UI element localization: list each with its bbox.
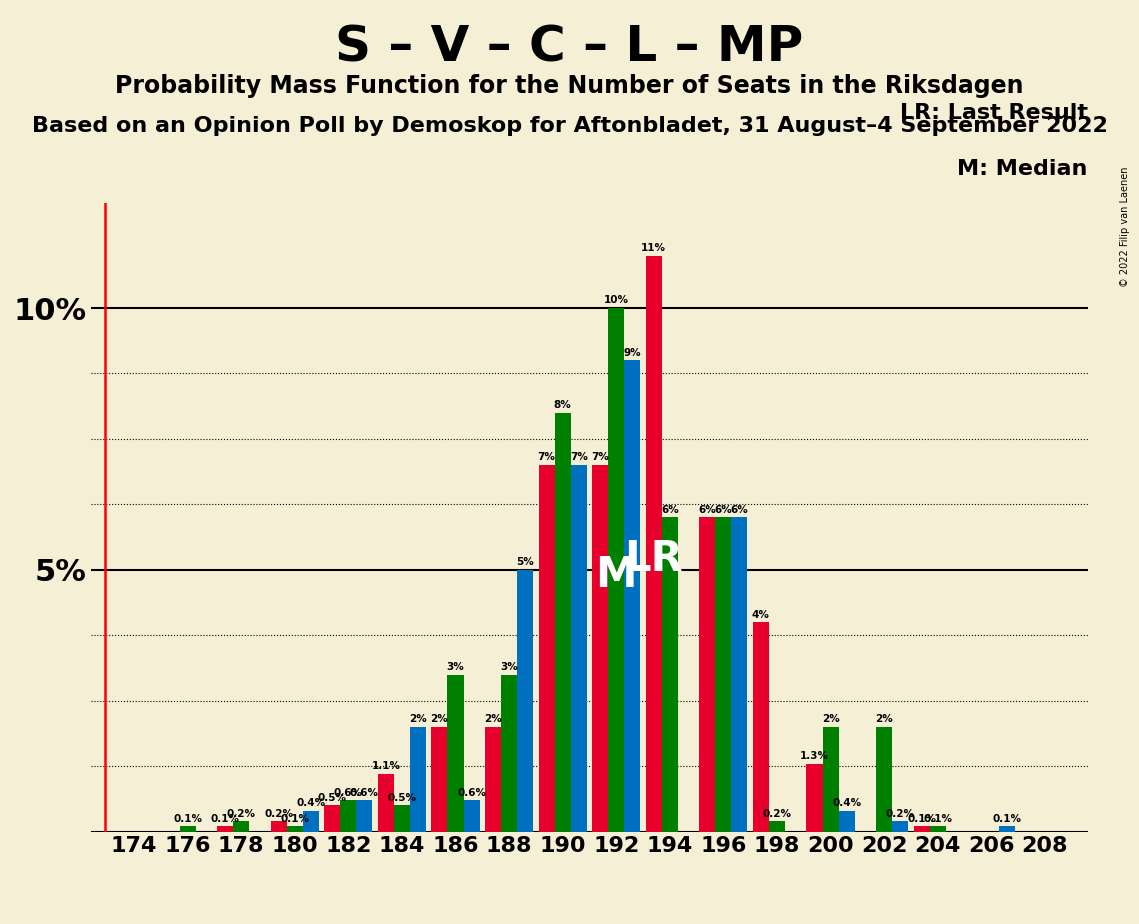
Bar <box>592 465 608 832</box>
Text: 7%: 7% <box>570 453 588 463</box>
Bar <box>753 622 769 832</box>
Bar <box>287 826 303 832</box>
Bar <box>517 570 533 832</box>
Bar <box>892 821 908 832</box>
Bar <box>699 517 715 832</box>
Text: 3%: 3% <box>500 662 518 672</box>
Text: 0.2%: 0.2% <box>762 808 792 819</box>
Bar <box>555 413 571 832</box>
Text: M: Median: M: Median <box>958 159 1088 179</box>
Text: 1.1%: 1.1% <box>371 761 400 772</box>
Text: LR: LR <box>624 539 683 580</box>
Text: 11%: 11% <box>641 243 666 253</box>
Bar <box>325 806 341 832</box>
Text: 2%: 2% <box>484 714 502 724</box>
Bar <box>999 826 1015 832</box>
Bar <box>485 727 501 832</box>
Text: 10%: 10% <box>604 296 629 305</box>
Bar <box>271 821 287 832</box>
Text: 8%: 8% <box>554 400 572 410</box>
Text: 0.2%: 0.2% <box>264 808 293 819</box>
Bar <box>432 727 448 832</box>
Text: 0.2%: 0.2% <box>227 808 255 819</box>
Text: 0.1%: 0.1% <box>907 814 936 824</box>
Text: 9%: 9% <box>623 347 641 358</box>
Bar <box>608 308 624 832</box>
Text: 0.4%: 0.4% <box>833 798 861 808</box>
Bar <box>913 826 929 832</box>
Bar <box>303 810 319 832</box>
Text: 7%: 7% <box>538 453 556 463</box>
Text: © 2022 Filip van Laenen: © 2022 Filip van Laenen <box>1120 166 1130 286</box>
Bar <box>715 517 731 832</box>
Bar <box>838 810 854 832</box>
Text: Probability Mass Function for the Number of Seats in the Riksdagen: Probability Mass Function for the Number… <box>115 74 1024 98</box>
Text: 5%: 5% <box>516 557 534 567</box>
Bar <box>448 675 464 832</box>
Text: LR: Last Result: LR: Last Result <box>900 103 1088 123</box>
Text: 0.4%: 0.4% <box>296 798 326 808</box>
Text: 6%: 6% <box>698 505 716 515</box>
Bar <box>357 800 372 832</box>
Text: 2%: 2% <box>409 714 427 724</box>
Text: 3%: 3% <box>446 662 465 672</box>
Text: 0.6%: 0.6% <box>350 787 379 797</box>
Text: 7%: 7% <box>591 453 609 463</box>
Bar <box>180 826 196 832</box>
Bar <box>410 727 426 832</box>
Text: 4%: 4% <box>752 610 770 620</box>
Bar <box>876 727 892 832</box>
Bar <box>394 806 410 832</box>
Bar <box>822 727 838 832</box>
Text: 6%: 6% <box>661 505 679 515</box>
Text: 0.5%: 0.5% <box>318 793 346 803</box>
Bar <box>378 774 394 832</box>
Text: Based on an Opinion Poll by Demoskop for Aftonbladet, 31 August–4 September 2022: Based on an Opinion Poll by Demoskop for… <box>32 116 1107 137</box>
Text: 2%: 2% <box>875 714 893 724</box>
Bar <box>218 826 233 832</box>
Text: 0.6%: 0.6% <box>457 787 486 797</box>
Bar <box>571 465 587 832</box>
Bar <box>341 800 357 832</box>
Text: 0.1%: 0.1% <box>924 814 952 824</box>
Bar <box>624 360 640 832</box>
Text: 0.1%: 0.1% <box>280 814 309 824</box>
Text: 2%: 2% <box>431 714 449 724</box>
Bar <box>646 256 662 832</box>
Text: 6%: 6% <box>714 505 732 515</box>
Text: 6%: 6% <box>730 505 748 515</box>
Text: 0.2%: 0.2% <box>886 808 915 819</box>
Text: 1.3%: 1.3% <box>800 751 829 761</box>
Bar <box>464 800 480 832</box>
Text: S – V – C – L – MP: S – V – C – L – MP <box>335 23 804 71</box>
Bar <box>662 517 678 832</box>
Text: 2%: 2% <box>821 714 839 724</box>
Bar <box>539 465 555 832</box>
Bar <box>929 826 945 832</box>
Bar <box>731 517 747 832</box>
Text: M: M <box>596 554 637 596</box>
Text: 0.1%: 0.1% <box>211 814 239 824</box>
Bar <box>233 821 249 832</box>
Text: 0.5%: 0.5% <box>387 793 417 803</box>
Bar <box>806 763 822 832</box>
Bar <box>501 675 517 832</box>
Text: 0.6%: 0.6% <box>334 787 363 797</box>
Bar <box>769 821 785 832</box>
Text: 0.1%: 0.1% <box>993 814 1022 824</box>
Text: 0.1%: 0.1% <box>173 814 202 824</box>
